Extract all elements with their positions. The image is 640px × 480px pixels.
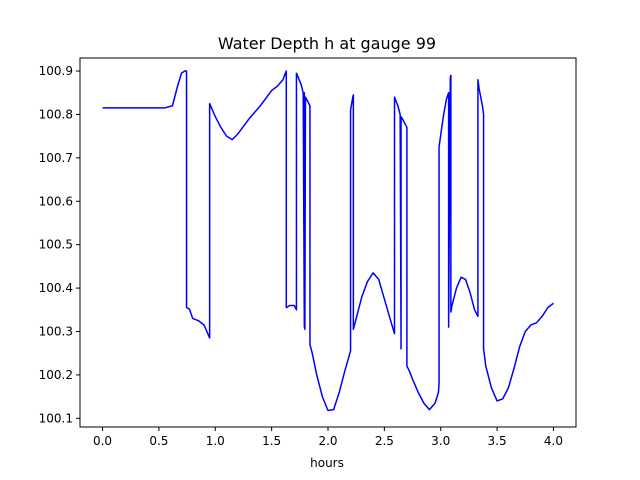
x-tick-label: 1.5 xyxy=(262,434,281,448)
y-tick-label: 100.8 xyxy=(39,107,73,121)
chart-title: Water Depth h at gauge 99 xyxy=(218,34,436,53)
series-line-0 xyxy=(102,70,554,412)
y-tick-label: 100.2 xyxy=(39,368,73,382)
y-tick-label: 100.6 xyxy=(39,194,73,208)
x-tick-label: 0.0 xyxy=(93,434,112,448)
x-tick-label: 3.0 xyxy=(431,434,450,448)
y-tick-label: 100.9 xyxy=(39,64,73,78)
x-tick-label: 2.0 xyxy=(318,434,337,448)
y-tick-label: 100.3 xyxy=(39,324,73,338)
y-tick-label: 100.7 xyxy=(39,151,73,165)
x-tick-label: 2.5 xyxy=(375,434,394,448)
plot-area: 0.0 0.5 1.0 1.5 2.0 2.5 3.0 3.5 4.0 100.1 100.2 100… xyxy=(39,57,577,448)
x-axis-label: hours xyxy=(310,456,344,470)
x-tick-label: 4.0 xyxy=(544,434,563,448)
x-tick-label: 1.0 xyxy=(206,434,225,448)
y-tick-label: 100.1 xyxy=(39,411,73,425)
y-tick-label: 100.4 xyxy=(39,281,73,295)
y-tick-label: 100.5 xyxy=(39,238,73,252)
x-tick-label: 3.5 xyxy=(488,434,507,448)
x-tick-label: 0.5 xyxy=(149,434,168,448)
